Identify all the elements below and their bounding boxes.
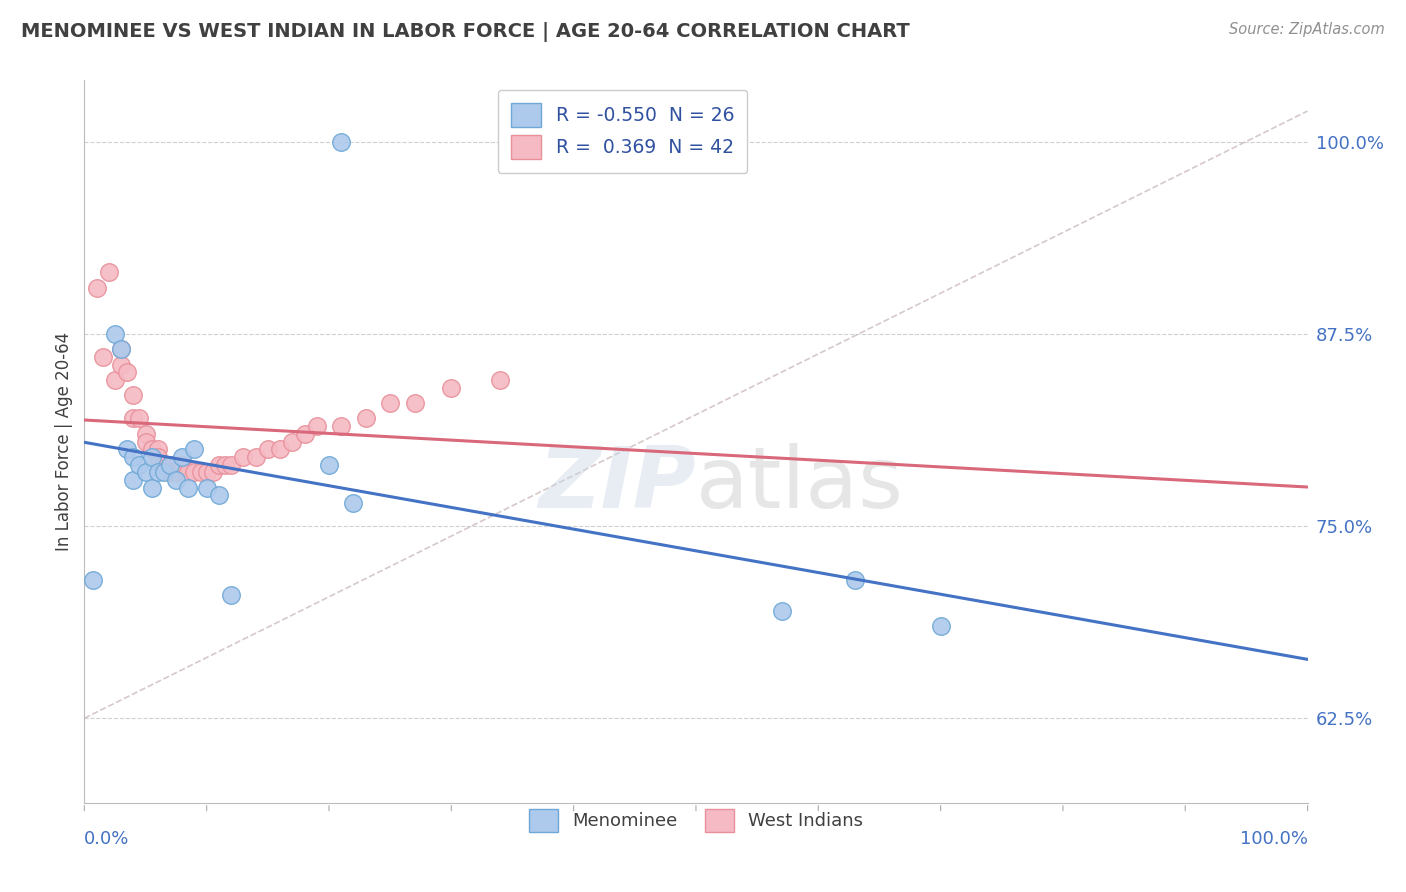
- Point: [91, 350, 114, 364]
- Point: [82, 573, 104, 587]
- Point: [404, 396, 426, 410]
- Point: [257, 442, 280, 457]
- Point: [208, 458, 231, 472]
- Text: MENOMINEE VS WEST INDIAN IN LABOR FORCE | AGE 20-64 CORRELATION CHART: MENOMINEE VS WEST INDIAN IN LABOR FORCE …: [21, 22, 910, 42]
- Point: [330, 135, 353, 149]
- Point: [159, 458, 181, 472]
- Point: [269, 442, 291, 457]
- Point: [172, 458, 194, 472]
- Point: [135, 426, 157, 441]
- Y-axis label: In Labor Force | Age 20-64: In Labor Force | Age 20-64: [55, 332, 73, 551]
- Point: [146, 465, 169, 479]
- Point: [354, 411, 377, 425]
- Point: [208, 488, 231, 502]
- Point: [122, 388, 145, 402]
- Point: [115, 365, 138, 379]
- Point: [342, 496, 364, 510]
- Text: atlas: atlas: [696, 443, 904, 526]
- Point: [110, 343, 132, 357]
- Point: [770, 604, 793, 618]
- Point: [141, 450, 163, 464]
- Text: 0.0%: 0.0%: [84, 830, 129, 848]
- Point: [122, 450, 145, 464]
- Point: [110, 358, 132, 372]
- Point: [318, 458, 340, 472]
- Point: [159, 458, 181, 472]
- Point: [153, 465, 176, 479]
- Point: [172, 450, 194, 464]
- Point: [245, 450, 267, 464]
- Point: [159, 465, 181, 479]
- Point: [489, 373, 512, 387]
- Point: [122, 411, 145, 425]
- Point: [165, 473, 187, 487]
- Point: [110, 343, 132, 357]
- Point: [135, 434, 157, 449]
- Text: ZIP: ZIP: [538, 443, 696, 526]
- Point: [104, 326, 127, 341]
- Point: [122, 473, 145, 487]
- Point: [141, 481, 163, 495]
- Legend: Menominee, West Indians: Menominee, West Indians: [520, 799, 872, 841]
- Point: [195, 465, 218, 479]
- Point: [146, 442, 169, 457]
- Point: [195, 481, 218, 495]
- Point: [330, 419, 353, 434]
- Point: [305, 419, 328, 434]
- Point: [294, 426, 316, 441]
- Point: [153, 458, 176, 472]
- Point: [165, 465, 187, 479]
- Point: [219, 458, 242, 472]
- Text: Source: ZipAtlas.com: Source: ZipAtlas.com: [1229, 22, 1385, 37]
- Point: [440, 381, 463, 395]
- Point: [141, 442, 163, 457]
- Point: [146, 450, 169, 464]
- Point: [115, 442, 138, 457]
- Point: [190, 465, 212, 479]
- Point: [183, 442, 205, 457]
- Point: [380, 396, 402, 410]
- Point: [177, 481, 200, 495]
- Point: [128, 411, 150, 425]
- Point: [219, 588, 242, 602]
- Text: 100.0%: 100.0%: [1240, 830, 1308, 848]
- Point: [104, 373, 127, 387]
- Point: [135, 465, 157, 479]
- Point: [128, 458, 150, 472]
- Point: [97, 265, 120, 279]
- Point: [232, 450, 254, 464]
- Point: [165, 465, 187, 479]
- Point: [844, 573, 866, 587]
- Point: [183, 465, 205, 479]
- Point: [201, 465, 224, 479]
- Point: [214, 458, 236, 472]
- Point: [177, 465, 200, 479]
- Point: [929, 619, 952, 633]
- Point: [86, 281, 108, 295]
- Point: [281, 434, 304, 449]
